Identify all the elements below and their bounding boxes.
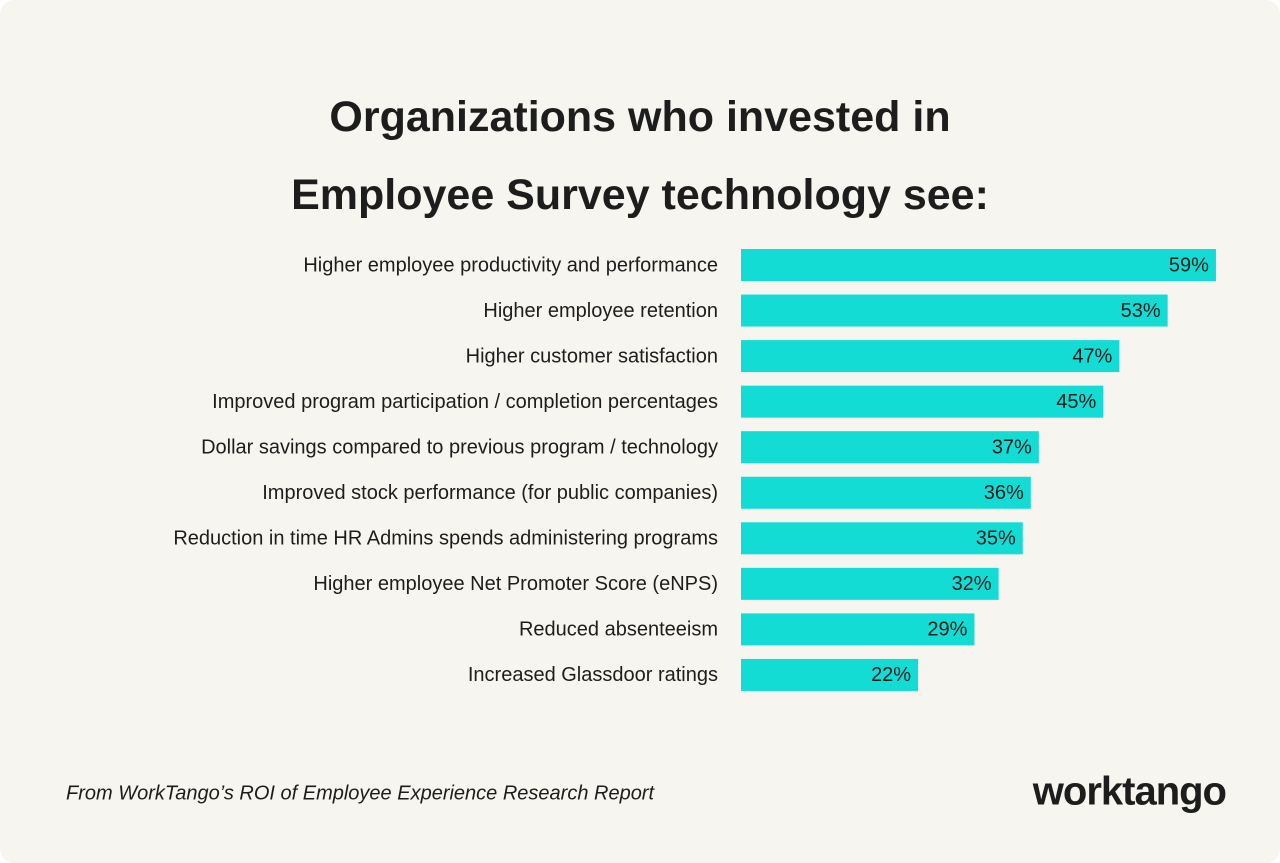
value-label: 45% [1056, 391, 1096, 413]
category-label: Dollar savings compared to previous prog… [201, 436, 718, 458]
value-label: 47% [1072, 345, 1112, 367]
value-label: 53% [1121, 300, 1161, 322]
category-label: Higher employee productivity and perform… [303, 254, 718, 276]
value-label: 22% [871, 664, 911, 686]
category-label: Higher employee retention [483, 300, 718, 322]
value-label: 59% [1169, 254, 1209, 276]
bar [741, 567, 999, 600]
category-label: Higher customer satisfaction [466, 345, 718, 367]
bar [741, 385, 1104, 418]
bar [741, 249, 1216, 281]
category-label: Reduced absenteeism [519, 619, 718, 641]
value-label: 29% [927, 619, 967, 641]
category-label: Improved program participation / complet… [212, 391, 718, 413]
bar [741, 476, 1031, 509]
logo: worktango [1032, 770, 1226, 814]
value-label: 35% [976, 528, 1016, 550]
bar [741, 340, 1120, 373]
category-label: Improved stock performance (for public c… [262, 482, 718, 504]
value-label: 36% [984, 482, 1024, 504]
chart-title: Organizations who invested in Employee S… [291, 93, 989, 219]
category-label: Higher employee Net Promoter Score (eNPS… [313, 573, 718, 595]
bar [741, 431, 1039, 464]
bar [741, 613, 975, 646]
bar [741, 522, 1023, 555]
category-label: Increased Glassdoor ratings [468, 664, 718, 686]
source-note: From WorkTango’s ROI of Employee Experie… [66, 782, 655, 804]
bar [741, 658, 919, 691]
bar [741, 294, 1168, 327]
value-label: 37% [992, 436, 1032, 458]
category-label: Reduction in time HR Admins spends admin… [173, 528, 718, 550]
value-label: 32% [952, 573, 992, 595]
